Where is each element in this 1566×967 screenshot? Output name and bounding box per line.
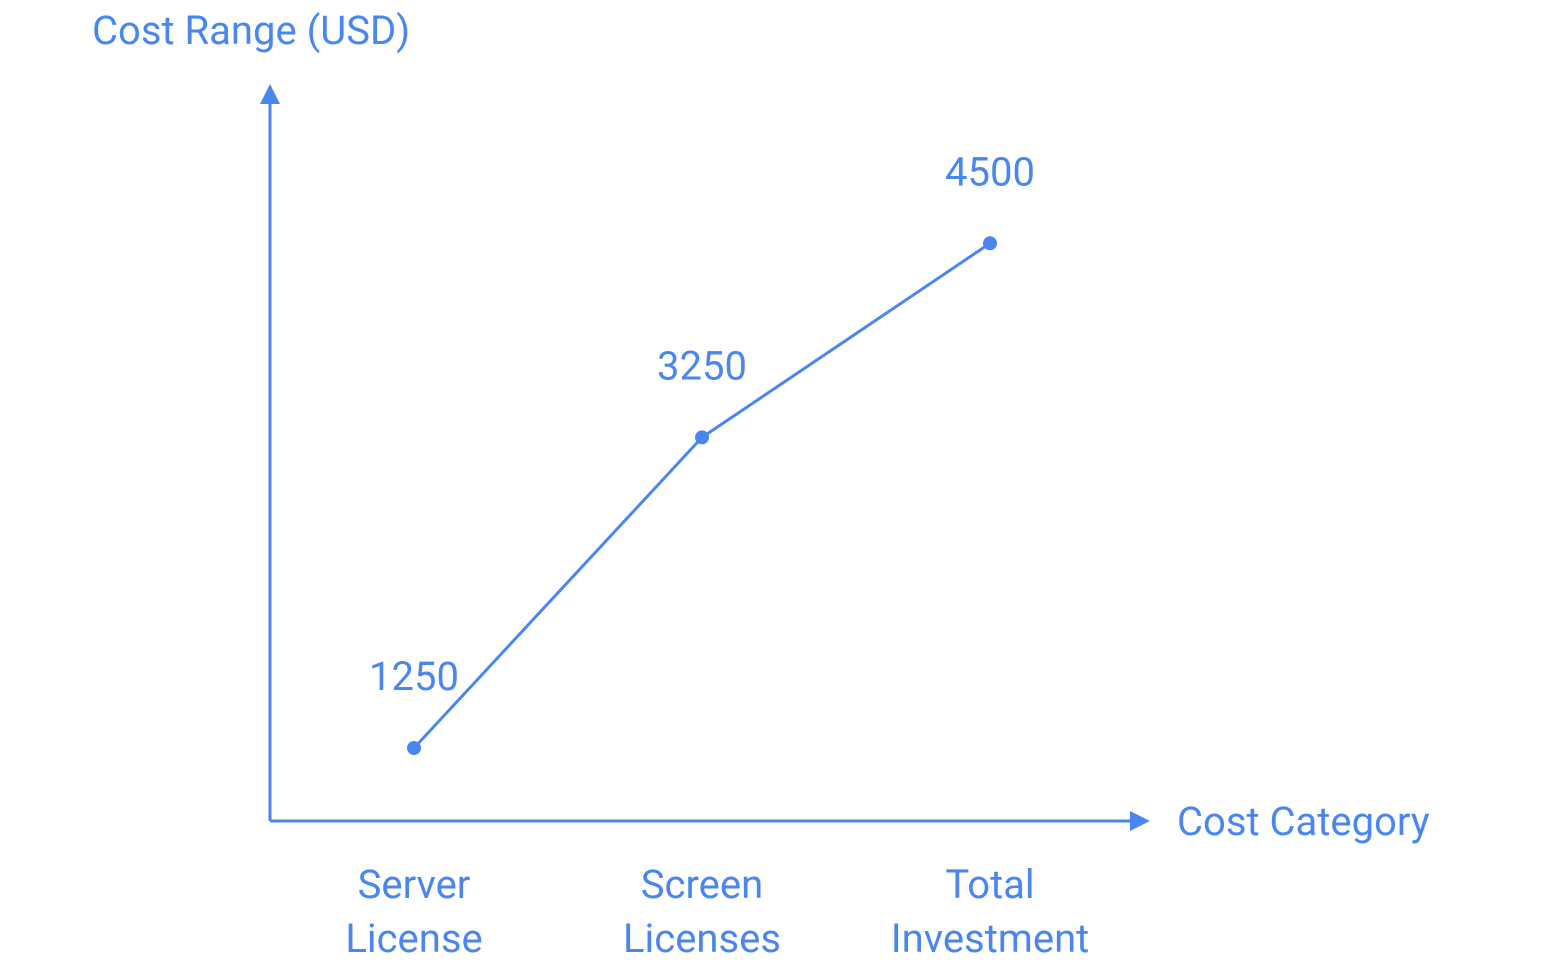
y-axis-title: Cost Range (USD) bbox=[92, 7, 410, 54]
data-label: 3250 bbox=[657, 342, 747, 389]
y-axis-arrow bbox=[260, 84, 280, 104]
point bbox=[407, 741, 421, 756]
x-tick-label: Screen Licenses bbox=[623, 861, 781, 962]
point bbox=[983, 236, 997, 251]
x-axis-arrow bbox=[1130, 811, 1150, 831]
data-label: 4500 bbox=[945, 148, 1035, 195]
point bbox=[695, 430, 709, 445]
x-tick-label: Total Investment bbox=[891, 861, 1090, 962]
data-label: 1250 bbox=[369, 653, 459, 700]
x-axis-title: Cost Category bbox=[1177, 798, 1430, 845]
x-tick-label: Server License bbox=[345, 861, 482, 962]
line bbox=[412, 242, 991, 750]
